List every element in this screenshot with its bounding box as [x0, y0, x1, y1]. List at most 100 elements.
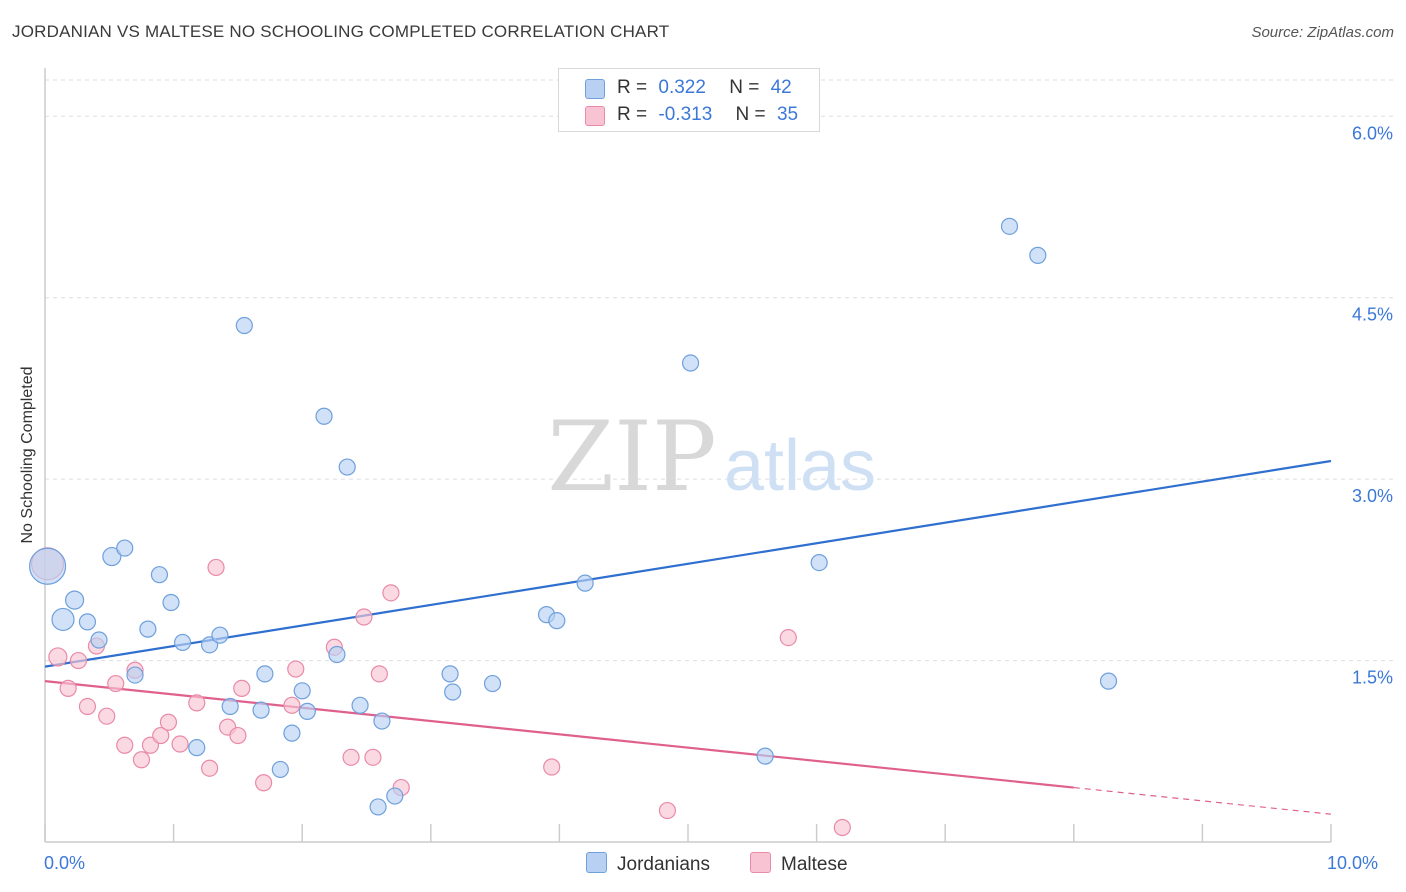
point-maltese — [48, 647, 68, 667]
point-jordanians — [576, 574, 594, 592]
point-jordanians — [548, 612, 566, 630]
point-maltese — [107, 674, 125, 693]
point-jordanians — [351, 696, 369, 714]
point-maltese — [132, 751, 151, 769]
point-jordanians — [444, 683, 462, 701]
point-jordanians — [681, 354, 700, 372]
point-jordanians — [235, 316, 253, 335]
point-jordanians — [483, 674, 502, 693]
point-maltese — [833, 818, 851, 837]
point-maltese — [69, 651, 88, 670]
axes — [44, 68, 1332, 843]
trend-lines — [44, 459, 1332, 815]
point-jordanians — [1000, 217, 1019, 235]
chart-title: JORDANIAN VS MALTESE NO SCHOOLING COMPLE… — [12, 22, 670, 41]
x-tick-label-min: 0.0% — [44, 853, 86, 873]
point-jordanians — [188, 739, 206, 757]
point-maltese — [98, 707, 116, 725]
point-maltese — [59, 679, 77, 697]
legend-swatch-jordanians — [585, 79, 605, 99]
point-jordanians — [162, 593, 180, 612]
bottom-legend-label-jordanians: Jordanians — [617, 854, 710, 875]
point-maltese — [364, 748, 382, 766]
point-jordanians — [150, 566, 169, 584]
bottom-legend-jordanians[interactable]: Jordanians — [586, 852, 710, 876]
bottom-legend-label-maltese: Maltese — [781, 854, 848, 875]
point-jordanians — [441, 665, 459, 683]
point-jordanians — [283, 724, 301, 742]
legend-r-maltese: -0.313 — [658, 104, 713, 125]
point-maltese — [543, 758, 561, 776]
point-maltese — [78, 697, 97, 716]
point-jordanians — [298, 702, 316, 720]
point-maltese — [229, 726, 247, 745]
y-tick-label: 4.5% — [1352, 305, 1393, 325]
correlation-legend: R = 0.322 N = 42 R = -0.313 N = 35 — [558, 68, 820, 132]
point-jordanians — [810, 553, 828, 572]
point-jordanians — [211, 626, 229, 644]
point-maltese — [342, 748, 360, 766]
point-jordanians — [28, 547, 67, 585]
point-maltese — [188, 694, 206, 712]
legend-n-jordanians: 42 — [770, 77, 792, 98]
legend-n-maltese: 35 — [776, 104, 799, 125]
source-label: Source: ZipAtlas.com — [1251, 24, 1394, 41]
point-maltese — [171, 735, 189, 753]
legend-r-jordanians: 0.322 — [658, 77, 706, 98]
point-jordanians — [293, 682, 311, 700]
trend-line-maltese-extrapolated — [1073, 786, 1332, 815]
legend-r-label: R = — [617, 77, 648, 98]
point-jordanians — [90, 631, 108, 649]
point-maltese — [233, 679, 251, 697]
point-jordanians — [102, 546, 122, 567]
point-maltese — [255, 774, 273, 792]
point-jordanians — [221, 697, 239, 716]
point-jordanians — [373, 712, 391, 730]
watermark-atlas: atlas — [724, 426, 876, 506]
point-maltese — [355, 608, 373, 626]
point-jordanians — [271, 760, 289, 779]
point-maltese — [283, 696, 301, 714]
point-jordanians — [1029, 246, 1047, 264]
point-jordanians — [174, 633, 192, 652]
point-jordanians — [369, 798, 387, 816]
x-tick-label-max: 10.0% — [1327, 853, 1379, 873]
watermark: ZIP atlas — [547, 401, 876, 513]
point-maltese — [201, 759, 219, 777]
y-tick-labels: 1.5% 3.0% 4.5% 6.0% — [1352, 123, 1393, 687]
point-maltese — [658, 801, 677, 820]
bottom-legend-maltese[interactable]: Maltese — [750, 852, 848, 876]
point-jordanians — [126, 666, 144, 684]
point-maltese — [382, 584, 400, 602]
point-jordanians — [338, 458, 356, 476]
y-tick-label: 3.0% — [1352, 486, 1393, 506]
trend-line-maltese — [44, 680, 1074, 789]
watermark-zip: ZIP — [547, 401, 716, 513]
point-jordanians — [1099, 672, 1118, 690]
point-jordanians — [328, 645, 346, 664]
y-tick-label: 1.5% — [1352, 668, 1393, 688]
point-maltese — [287, 660, 305, 678]
gridlines — [45, 79, 1395, 662]
y-tick-label: 6.0% — [1352, 123, 1393, 143]
point-jordanians — [51, 607, 75, 632]
bottom-legend-swatch-jordanians — [586, 852, 607, 873]
point-maltese — [116, 736, 134, 754]
legend-n-label: N = — [729, 77, 760, 98]
point-maltese — [159, 713, 178, 731]
point-jordanians — [256, 665, 274, 683]
legend-n-label: N = — [735, 104, 766, 125]
point-jordanians — [78, 613, 97, 631]
trend-line-jordanians — [44, 459, 1332, 668]
legend-r-label: R = — [617, 104, 648, 125]
point-jordanians — [64, 590, 85, 610]
point-jordanians — [116, 539, 134, 557]
point-jordanians — [315, 407, 333, 425]
point-jordanians — [139, 620, 157, 638]
point-jordanians — [386, 787, 404, 805]
point-maltese — [370, 665, 388, 683]
legend-swatch-maltese — [585, 106, 605, 126]
data-points — [28, 217, 1118, 837]
point-maltese — [152, 726, 170, 745]
